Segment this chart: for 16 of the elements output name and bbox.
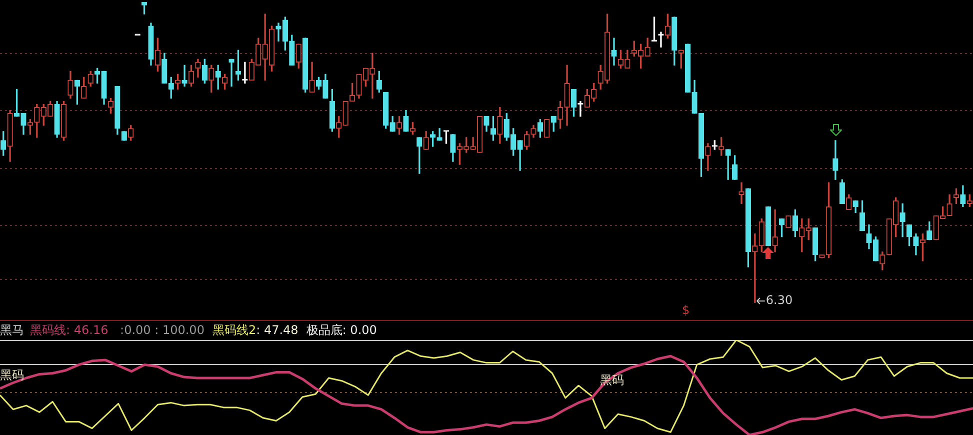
candlestick xyxy=(228,58,234,87)
text: : 46.16 xyxy=(66,323,108,337)
annotation: 6.30 xyxy=(766,293,793,308)
chart-title: 黑马 xyxy=(0,323,24,337)
candlestick xyxy=(772,209,778,252)
candlestick xyxy=(611,38,617,66)
text: 黑码线2 xyxy=(212,323,256,337)
candlestick xyxy=(182,64,188,87)
text: :0.00 : 100.00 xyxy=(119,323,204,337)
text: : 47.48 xyxy=(256,323,298,337)
text: 极品底: 0.00 xyxy=(306,323,377,337)
candlestick xyxy=(725,149,731,180)
text: 黑码线 xyxy=(30,323,66,337)
candlestick xyxy=(738,182,744,204)
annotation: $ xyxy=(682,303,690,317)
annotation: 黑码 xyxy=(0,368,24,382)
